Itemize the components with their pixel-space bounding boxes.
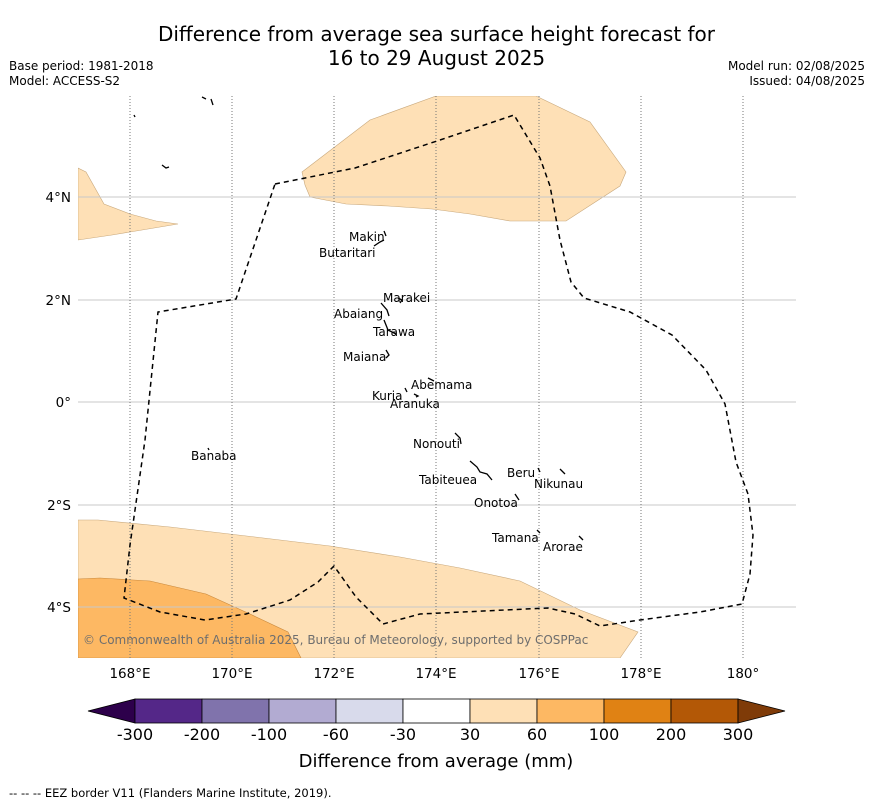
title-line-1: Difference from average sea surface heig… <box>157 22 716 46</box>
colorbar-tick-2: -200 <box>184 725 220 744</box>
place-label-arorae: Arorae <box>543 540 583 554</box>
place-label-abaiang: Abaiang <box>334 307 383 321</box>
place-label-nikunau: Nikunau <box>534 477 583 491</box>
colorbar-tick-3: -100 <box>251 725 287 744</box>
colorbar-label: Difference from average (mm) <box>299 751 574 772</box>
eez-footnote: -- -- -- EEZ border V11 (Flanders Marine… <box>9 786 332 800</box>
anomaly-fill-layer <box>78 96 639 658</box>
base-period: Base period: 1981-2018 <box>9 59 154 73</box>
model-name: Model: ACCESS-S2 <box>9 74 121 88</box>
place-label-tarawa: Tarawa <box>372 325 415 339</box>
colorbar-swatch-1 <box>134 698 203 724</box>
colorbar-extend-high <box>737 698 786 724</box>
lat-label-2s: 2°S <box>47 498 71 514</box>
colorbar-tick-4: -60 <box>323 725 349 744</box>
arorae-island <box>578 535 584 541</box>
colorbar-extend-low <box>87 698 136 724</box>
nikunau-atoll <box>559 468 566 475</box>
kuria-atoll <box>404 387 408 393</box>
marshall-islet-2 <box>210 98 214 106</box>
anomaly-patch-north <box>301 96 627 222</box>
place-label-beru: Beru <box>507 466 535 480</box>
island-outlines <box>133 96 584 541</box>
place-label-tamana: Tamana <box>491 531 539 545</box>
anomaly-patch-southwest <box>78 577 302 658</box>
model-info: Base period: 1981-2018 Model: ACCESS-S2 <box>9 59 154 89</box>
colorbar-tick-10: 300 <box>723 725 754 744</box>
marshall-islet-1 <box>201 96 207 100</box>
lon-label-176e: 176°E <box>518 666 559 682</box>
lat-label-0: 0° <box>56 395 71 411</box>
colorbar-swatch-6 <box>469 698 538 724</box>
model-run-date: Model run: 02/08/2025 <box>727 59 865 73</box>
graticule <box>78 96 796 658</box>
place-label-tabiteuea: Tabiteuea <box>418 473 477 487</box>
colorbar-swatch-4 <box>335 698 404 724</box>
issued-date: Issued: 04/08/2025 <box>749 74 865 88</box>
place-label-maiana: Maiana <box>343 350 386 364</box>
title-line-2: 16 to 29 August 2025 <box>327 46 546 70</box>
place-label-aranuka: Aranuka <box>390 397 440 411</box>
lon-label-180: 180° <box>727 666 760 682</box>
colorbar-tick-5: -30 <box>390 725 416 744</box>
marshall-islet-4 <box>161 164 170 169</box>
colorbar-tick-9: 200 <box>656 725 687 744</box>
maiana-atoll <box>385 349 390 359</box>
lon-label-172e: 172°E <box>313 666 354 682</box>
colorbar-swatch-5 <box>402 698 471 724</box>
tabiteuea-atoll <box>469 460 493 481</box>
colorbar-tick-8: 100 <box>589 725 620 744</box>
butaritari-atoll <box>373 239 385 247</box>
aranuka-atoll <box>413 393 420 398</box>
marshall-islet-3 <box>133 114 136 118</box>
abaiang-atoll <box>380 302 390 317</box>
eez-border <box>123 114 754 627</box>
lat-label-4s: 4°S <box>47 600 71 616</box>
colorbar-swatch-9 <box>670 698 739 724</box>
lon-labels: 168°E 170°E 172°E 174°E 176°E 178°E 180° <box>109 666 759 682</box>
lon-label-168e: 168°E <box>109 666 150 682</box>
place-label-marakei: Marakei <box>383 291 430 305</box>
lon-label-170e: 170°E <box>211 666 252 682</box>
tamana-island <box>536 529 541 534</box>
colorbar-tick-1: -300 <box>117 725 153 744</box>
colorbar <box>87 698 786 724</box>
lat-label-2n: 2°N <box>46 293 71 309</box>
place-label-kuria: Kuria <box>372 389 403 403</box>
colorbar-tick-6: 30 <box>460 725 480 744</box>
place-labels: Makin Butaritari Marakei Abaiang Tarawa … <box>191 230 583 554</box>
copyright-notice: © Commonwealth of Australia 2025, Bureau… <box>83 633 588 647</box>
place-label-nonouti: Nonouti <box>413 437 460 451</box>
tarawa-atoll <box>383 319 397 335</box>
marakei-atoll <box>397 297 403 304</box>
place-label-abemama: Abemama <box>411 378 472 392</box>
colorbar-swatch-2 <box>201 698 270 724</box>
lat-labels: 4°N 2°N 0° 2°S 4°S <box>46 190 71 616</box>
lon-label-174e: 174°E <box>415 666 456 682</box>
place-label-onotoa: Onotoa <box>474 496 518 510</box>
colorbar-tick-7: 60 <box>527 725 547 744</box>
lat-label-4n: 4°N <box>46 190 71 206</box>
run-info: Model run: 02/08/2025 Issued: 04/08/2025 <box>728 59 865 89</box>
colorbar-swatch-7 <box>536 698 605 724</box>
abemama-atoll <box>427 377 435 382</box>
place-label-butaritari: Butaritari <box>319 246 376 260</box>
banaba-island <box>207 447 210 451</box>
onotoa-atoll <box>514 493 520 501</box>
anomaly-patch-northwest <box>78 167 179 241</box>
map-title: Difference from average sea surface heig… <box>0 22 873 70</box>
colorbar-swatch-3 <box>268 698 337 724</box>
colorbar-swatch-8 <box>603 698 672 724</box>
place-label-banaba: Banaba <box>191 449 237 463</box>
place-label-makin: Makin <box>349 230 385 244</box>
makin-atoll <box>383 230 387 237</box>
beru-atoll <box>537 467 541 473</box>
lon-label-178e: 178°E <box>620 666 661 682</box>
colorbar-ticks: -300 -200 -100 -60 -30 30 60 100 200 300 <box>117 725 753 744</box>
nonouti-atoll <box>454 432 462 445</box>
